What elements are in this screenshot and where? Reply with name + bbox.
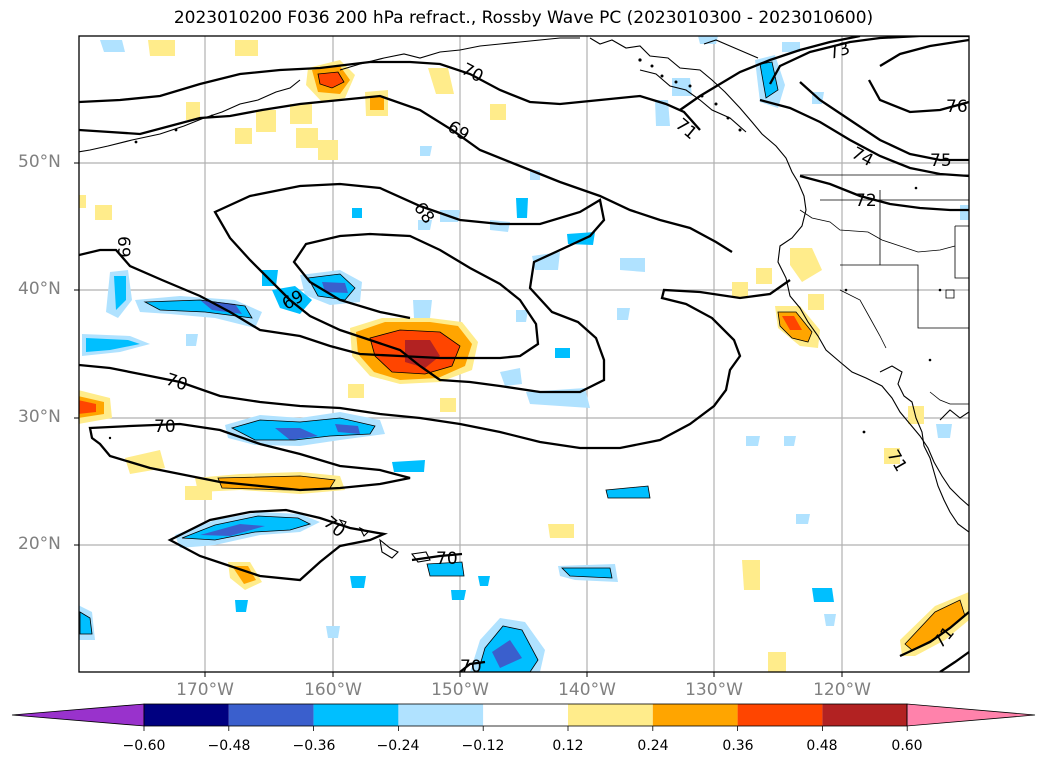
contour-70-north xyxy=(79,60,701,131)
colorbar-tick-label: −0.48 xyxy=(207,738,251,754)
colorbar-tick-label: −0.36 xyxy=(292,738,336,754)
contour-label: 70 xyxy=(436,549,458,569)
lon-label: 160°W xyxy=(304,680,362,700)
colorbar-tick-label: −0.60 xyxy=(122,738,166,754)
contour-71-corner xyxy=(939,651,969,672)
political-borders xyxy=(799,174,969,405)
refractivity-contours xyxy=(79,36,969,672)
contour-70-south xyxy=(88,422,411,492)
contour-75 xyxy=(799,81,969,162)
contour-74 xyxy=(759,98,969,178)
axis-ticks xyxy=(74,162,843,677)
lon-label: 150°W xyxy=(431,680,489,700)
contour-69-north xyxy=(79,94,733,253)
colorbar-tick-label: 0.36 xyxy=(722,738,754,754)
lon-label: 120°W xyxy=(813,680,871,700)
colorbar-tick-label: 0.48 xyxy=(806,738,838,754)
contour-69-inner xyxy=(79,232,540,360)
lat-label: 20°N xyxy=(18,534,61,554)
lon-label: 140°W xyxy=(558,680,616,700)
contour-73 xyxy=(768,36,969,85)
contour-label: 72 xyxy=(855,191,877,211)
colorbar xyxy=(11,703,1036,731)
contour-76 xyxy=(867,38,969,114)
lat-label: 40°N xyxy=(18,279,61,299)
lon-label: 170°W xyxy=(176,680,234,700)
contour-70-far-south xyxy=(167,508,388,582)
lat-label: 50°N xyxy=(18,152,61,172)
colorbar-tick-label: 0.12 xyxy=(552,738,584,754)
contour-70-middle xyxy=(79,279,791,450)
map-title: 2023010200 F036 200 hPa refract., Rossby… xyxy=(173,8,874,28)
contour-label: 76 xyxy=(946,97,968,117)
contour-70-bottom xyxy=(459,660,486,672)
colorbar-tick-label: 0.24 xyxy=(637,738,669,754)
contour-70-east xyxy=(411,552,463,562)
colorbar-tick-label: 0.60 xyxy=(891,738,923,754)
lat-label: 30°N xyxy=(18,407,61,427)
contour-71-south xyxy=(899,611,969,658)
colorbar-extend-low xyxy=(11,703,145,727)
colorbar-tick-label: −0.24 xyxy=(376,738,420,754)
contour-72 xyxy=(799,174,969,212)
contour-label: 70 xyxy=(154,417,176,437)
lon-label: 130°W xyxy=(685,680,743,700)
contour-68 xyxy=(213,182,606,394)
colorbar-tick-label: −0.12 xyxy=(461,738,505,754)
contour-label: 69 xyxy=(113,236,133,258)
contour-71-nw xyxy=(679,36,861,111)
contour-label: 70 xyxy=(460,657,482,677)
shading-negative xyxy=(79,36,969,672)
coastal-islands xyxy=(108,58,942,440)
contour-label: 75 xyxy=(930,151,952,171)
colorbar-extend-high xyxy=(906,703,1036,727)
